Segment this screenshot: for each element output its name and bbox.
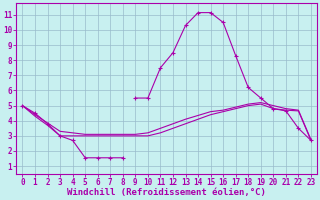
- X-axis label: Windchill (Refroidissement éolien,°C): Windchill (Refroidissement éolien,°C): [67, 188, 266, 197]
